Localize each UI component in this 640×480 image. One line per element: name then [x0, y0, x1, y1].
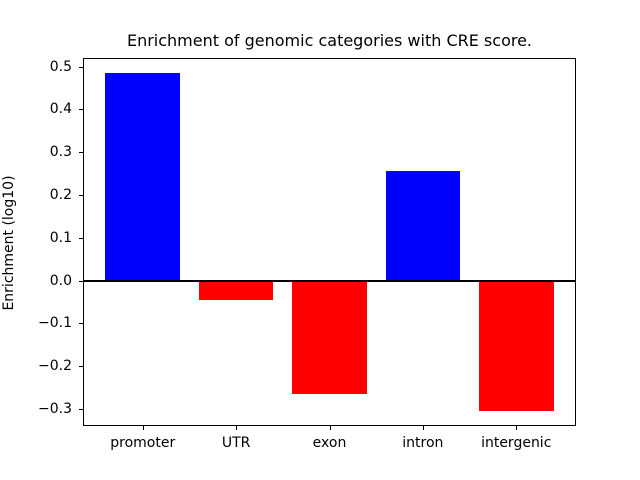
- y-tick-label: −0.3: [38, 400, 72, 417]
- y-tick-mark: [79, 323, 83, 325]
- bar-UTR: [198, 280, 274, 300]
- y-tick-mark: [79, 194, 83, 196]
- bar-promoter: [105, 72, 181, 281]
- x-tick-mark: [516, 426, 518, 430]
- y-tick-label: 0.4: [49, 101, 72, 118]
- x-tick-label-exon: exon: [312, 435, 347, 451]
- y-tick-mark: [79, 408, 83, 410]
- y-tick-label: 0.5: [49, 58, 72, 75]
- bar-exon: [292, 280, 367, 394]
- x-tick-mark: [329, 426, 331, 430]
- y-tick-mark: [79, 66, 83, 68]
- zero-line: [84, 279, 575, 282]
- chart-title: Enrichment of genomic categories with CR…: [126, 31, 533, 50]
- plot-area: [83, 58, 576, 426]
- y-axis-label: Enrichment (log10): [1, 175, 17, 311]
- y-tick-mark: [79, 152, 83, 154]
- y-tick-label: −0.2: [38, 358, 72, 375]
- y-tick-label: 0.2: [49, 186, 72, 203]
- x-tick-mark: [236, 426, 238, 430]
- bar-intergenic: [478, 280, 554, 411]
- x-tick-mark: [422, 426, 424, 430]
- y-tick-label: −0.1: [38, 315, 72, 332]
- y-tick-mark: [79, 109, 83, 111]
- x-tick-label-intergenic: intergenic: [481, 435, 552, 451]
- y-tick-mark: [79, 366, 83, 368]
- y-tick-mark: [79, 237, 83, 239]
- y-tick-label: 0.0: [49, 272, 72, 289]
- x-tick-label-promoter: promoter: [110, 435, 176, 451]
- x-tick-mark: [142, 426, 144, 430]
- y-tick-label: 0.1: [49, 229, 72, 246]
- bar-intron: [385, 171, 461, 281]
- y-tick-mark: [79, 280, 83, 282]
- x-tick-label-intron: intron: [402, 435, 444, 451]
- x-tick-label-UTR: UTR: [221, 435, 251, 451]
- y-tick-label: 0.3: [49, 144, 72, 161]
